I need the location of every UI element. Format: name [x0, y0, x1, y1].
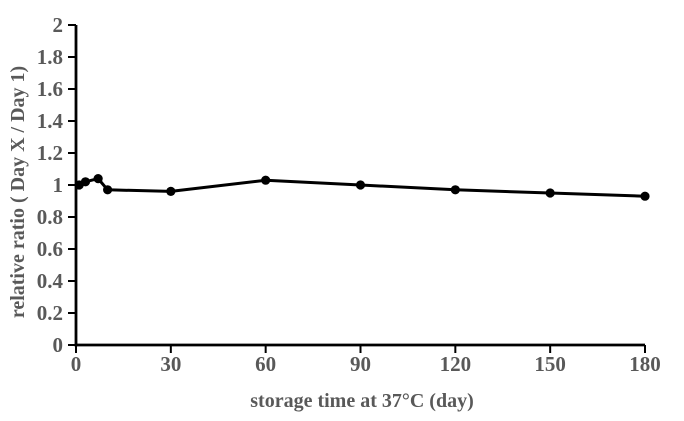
x-tick-label: 150 [534, 352, 566, 376]
y-tick-label: 0.6 [37, 237, 63, 261]
data-point [103, 185, 113, 195]
y-tick-label: 0.4 [37, 269, 64, 293]
x-tick-label: 0 [71, 352, 82, 376]
data-line [77, 177, 647, 198]
x-tick-label: 90 [350, 352, 371, 376]
y-tick-label: 0.8 [37, 205, 63, 229]
data-point [93, 174, 103, 184]
y-tick-label: 0.2 [37, 301, 63, 325]
data-point [450, 185, 460, 195]
x-tick-label: 60 [255, 352, 276, 376]
y-tick-label: 1.8 [37, 45, 63, 69]
y-tick-label: 2 [53, 13, 64, 37]
data-point [640, 191, 650, 201]
y-tick-label: 1.2 [37, 141, 63, 165]
data-point [545, 188, 555, 198]
x-tick-label: 180 [629, 352, 661, 376]
y-tick-label: 1.6 [37, 77, 63, 101]
x-axis-title: storage time at 37°C (day) [250, 390, 474, 412]
plot-area: 0 0.2 0.4 0.6 0.8 1 1.2 1.4 1.6 1.8 2 0 30 60 90 120 150… [37, 13, 661, 376]
x-tick-label: 30 [160, 352, 181, 376]
data-point [80, 177, 91, 187]
data-point [355, 180, 366, 190]
x-tick-label: 120 [440, 352, 472, 376]
y-tick-label: 0 [53, 333, 64, 357]
y-tick-label: 1.4 [37, 109, 64, 133]
data-point [261, 175, 271, 185]
y-tick-label: 1 [53, 173, 64, 197]
data-point [166, 186, 176, 196]
y-axis-title: relative ratio ( Day X / Day 1) [7, 66, 29, 318]
